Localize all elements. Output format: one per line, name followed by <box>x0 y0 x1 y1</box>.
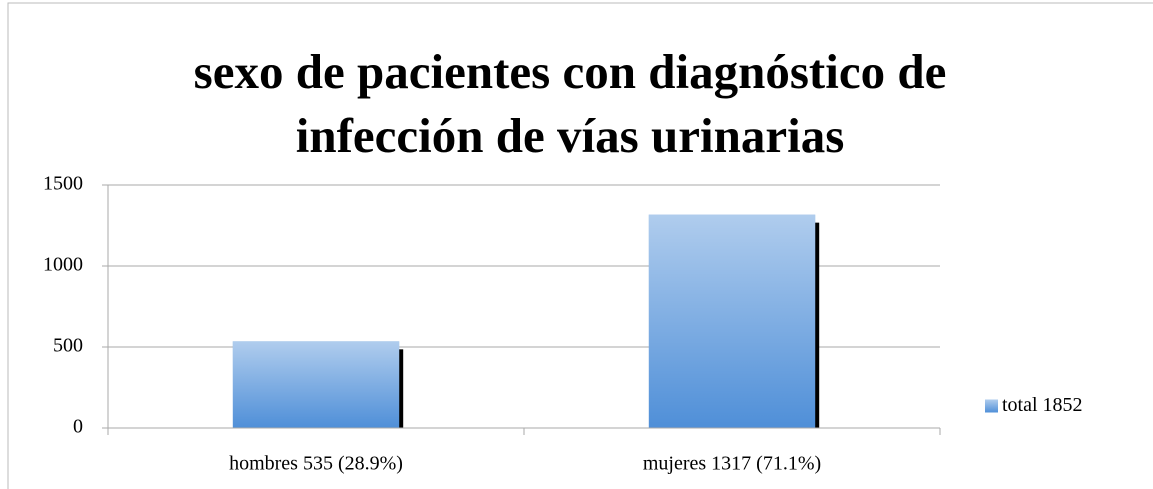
bar-shadow <box>398 349 404 428</box>
x-tick-label: hombres 535 (28.9%) <box>229 453 403 475</box>
x-tick-label: mujeres 1317 (71.1%) <box>643 453 821 475</box>
chart-title: sexo de pacientes con diagnóstico de inf… <box>193 44 947 163</box>
chart-border <box>7 2 1153 489</box>
y-tick-label: 1500 <box>43 173 83 195</box>
bar-sheen <box>232 341 400 428</box>
legend-label: total 1852 <box>1002 394 1083 416</box>
y-tick-label: 500 <box>53 335 83 357</box>
y-tick-label: 0 <box>73 416 83 438</box>
bar-sheen <box>648 214 816 428</box>
y-tick-label: 1000 <box>43 254 83 276</box>
bar-shadow <box>814 222 820 428</box>
legend-swatch-sheen <box>985 399 998 413</box>
